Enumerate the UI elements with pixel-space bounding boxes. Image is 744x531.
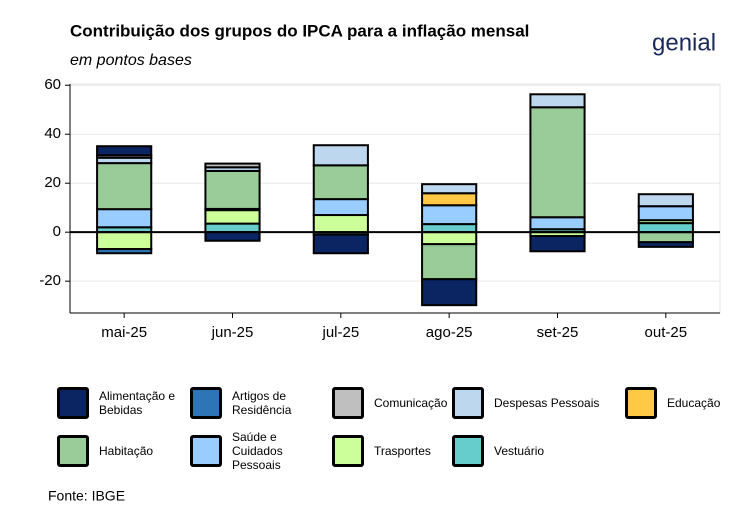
bar-segment [204, 222, 261, 234]
bar-segment [204, 162, 261, 169]
legend-label: Vestuário [494, 444, 545, 458]
bar-segment [529, 235, 586, 253]
legend-label: Educação [667, 396, 721, 410]
y-tick-label: 60 [44, 76, 61, 93]
legend-item: Habitação [57, 433, 179, 469]
bar-segment [96, 162, 153, 211]
legend-item: Vestuário [452, 433, 616, 469]
legend-item: Educação [625, 385, 737, 421]
bar-segment [312, 214, 369, 234]
bar-segment [421, 231, 478, 246]
legend-swatch [452, 435, 484, 467]
bar-segment [637, 231, 694, 244]
x-tick-label: jun-25 [211, 324, 254, 341]
legend-label: Habitação [99, 444, 154, 458]
legend-swatch [332, 435, 364, 467]
bar-segment [529, 93, 586, 109]
legend-item: Saúde e Cuidados Pessoais [190, 430, 320, 472]
legend-item: Despesas Pessoais [452, 385, 616, 421]
bar-segment [421, 243, 478, 281]
y-tick-label: 0 [53, 223, 61, 240]
legend-label: Artigos de Residência [232, 389, 292, 417]
bar-segment [96, 248, 153, 255]
legend-label: Trasportes [374, 444, 431, 458]
bar-segment [96, 145, 153, 157]
y-tick-label: -20 [39, 272, 61, 289]
legend-swatch [57, 387, 89, 419]
legend-swatch [332, 387, 364, 419]
legend-label: Despesas Pessoais [494, 396, 600, 410]
legend-swatch [190, 435, 222, 467]
legend-item: Alimentação e Bebidas [57, 385, 179, 421]
bar-segment [637, 193, 694, 208]
bar-segment [637, 222, 694, 234]
bar-segment [421, 223, 478, 234]
bar-segment [312, 164, 369, 201]
bar-segment [421, 192, 478, 207]
bar-segment [204, 231, 261, 242]
x-tick-label: jul-25 [321, 324, 359, 341]
bar-segment [204, 169, 261, 210]
bar-segment [529, 106, 586, 219]
bar-segment [96, 208, 153, 229]
bar-segment [421, 278, 478, 307]
x-tick-label: mai-25 [101, 324, 147, 341]
legend-swatch [625, 387, 657, 419]
bar-segment [421, 183, 478, 195]
chart-subtitle: em pontos bases [70, 52, 192, 69]
source: Fonte: IBGE [48, 488, 125, 504]
bar-segment [529, 216, 586, 231]
legend-swatch [190, 387, 222, 419]
bar-segment [204, 209, 261, 225]
bar-segment [96, 231, 153, 251]
legend-label: Alimentação e Bebidas [99, 389, 176, 417]
x-tick-label: set-25 [537, 324, 579, 341]
plot-frame [69, 83, 721, 314]
bar-segment [637, 205, 694, 222]
y-tick-label: 20 [44, 174, 61, 191]
bar-segment [312, 233, 369, 255]
bar-segment [421, 204, 478, 226]
bar-segment [312, 198, 369, 217]
legend-item: Comunicação [332, 385, 448, 421]
legend-item: Artigos de Residência [190, 385, 320, 421]
legend-label: Comunicação [374, 396, 448, 410]
legend-swatch [452, 387, 484, 419]
x-tick-label: ago-25 [426, 324, 473, 341]
chart-title: Contribuição dos grupos do IPCA para a i… [70, 21, 529, 40]
bar-segment [312, 144, 369, 167]
legend-swatch [57, 435, 89, 467]
x-tick-label: out-25 [645, 324, 688, 341]
bar-segment [637, 241, 694, 248]
legend-label: Saúde e Cuidados Pessoais [232, 430, 283, 472]
legend-item: Trasportes [332, 433, 444, 469]
logo: genial [652, 29, 716, 56]
y-tick-label: 40 [44, 125, 61, 142]
